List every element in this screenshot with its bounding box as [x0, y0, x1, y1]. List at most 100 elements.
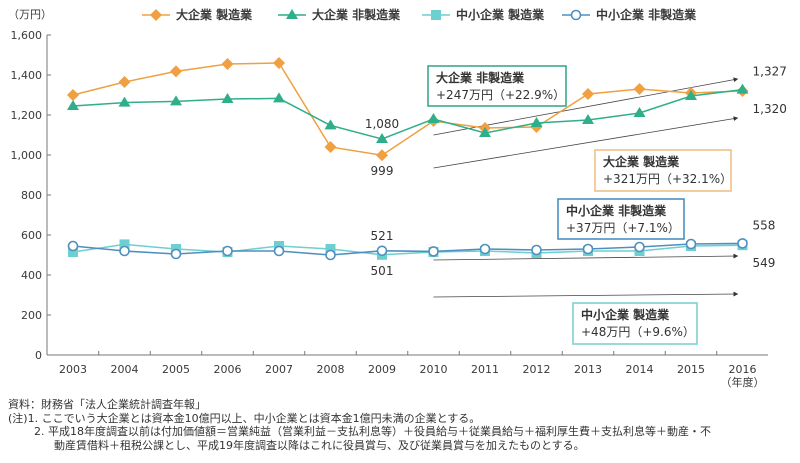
y-unit-label: （万円）	[8, 8, 52, 21]
data-point	[68, 247, 78, 257]
x-tick-label: 2014	[626, 363, 654, 376]
data-point	[119, 239, 130, 250]
x-tick-label: 2015	[677, 363, 705, 376]
series-line	[72, 62, 743, 156]
x-tick-label: 2010	[420, 363, 448, 376]
data-point	[170, 95, 182, 106]
y-tick-label: 1,400	[11, 69, 43, 82]
source-note: 資料：財務省「法人企業統計調査年報」	[8, 398, 206, 411]
data-point	[324, 141, 337, 153]
series-3	[67, 238, 748, 261]
data-point	[119, 245, 130, 257]
series-line	[72, 243, 743, 256]
series-line	[72, 242, 743, 256]
data-point	[376, 133, 388, 143]
trend-arrow	[433, 291, 739, 298]
annotations: 大企業 非製造業 +247万円（+22.9%） 大企業 製造業 +321万円（+32.…	[427, 65, 732, 345]
data-point	[634, 241, 645, 253]
x-tick-label: 2016	[729, 363, 757, 376]
data-point	[324, 119, 337, 130]
x-tick-label: 2012	[523, 363, 551, 376]
annotation-title: 中小企業 非製造業	[566, 203, 667, 218]
data-point	[427, 113, 440, 123]
annotation-box: 中小企業 非製造業 +37万円（+7.1%）	[557, 198, 685, 240]
data-label: 521	[371, 229, 394, 243]
data-point	[582, 88, 594, 100]
data-point	[221, 93, 234, 103]
legend-label: 中小企業 非製造業	[596, 7, 697, 22]
legend: 大企業 製造業 大企業 非製造業 中小企業 製造業 中小企業 非製造業	[142, 7, 697, 22]
legend-item: 大企業 非製造業	[278, 7, 401, 22]
x-tick-label: 2011	[471, 363, 499, 376]
data-point	[67, 100, 79, 110]
series-layer	[67, 57, 749, 261]
x-tick-label: 2006	[214, 363, 242, 376]
annotation-change: +48万円（+9.6%）	[581, 325, 695, 339]
data-point	[118, 76, 131, 88]
data-point	[633, 83, 646, 95]
data-point	[67, 89, 79, 101]
data-point	[479, 243, 491, 255]
data-point	[530, 117, 543, 127]
data-point	[67, 240, 79, 252]
legend-label: 大企業 非製造業	[312, 7, 401, 22]
notes: 資料：財務省「法人企業統計調査年報」 (注)1. ここでいう大企業とは資本金10…	[8, 398, 711, 452]
axes: 0 200 400 600 800 1,000 1,200 1,400 1,600 （万円） 200…	[8, 8, 768, 389]
data-label: 999	[371, 164, 394, 178]
data-point	[582, 114, 594, 124]
series-2	[68, 239, 748, 260]
data-point	[170, 65, 182, 78]
x-tick-label: 2009	[368, 363, 396, 376]
trend-arrow	[433, 116, 739, 169]
data-point	[325, 249, 336, 261]
legend-marker	[570, 9, 582, 21]
x-tick-label: 2008	[317, 363, 345, 376]
data-point	[685, 238, 697, 250]
note-2: 2. 平成18年度調査以前は付加価値額＝営業純益（営業利益－支払利息等）＋役員給…	[34, 425, 711, 438]
annotation-frame	[427, 65, 567, 107]
y-tick-label: 0	[35, 349, 42, 362]
data-point	[582, 243, 594, 255]
annotation-box: 大企業 製造業 +321万円（+32.1%）	[594, 149, 732, 192]
data-label: 501	[371, 264, 394, 278]
x-tick-label: 2003	[59, 363, 87, 376]
annotation-title: 大企業 製造業	[603, 154, 680, 169]
note-2-cont: 動産賃借料＋租税公課とし、平成19年度調査以降はこれに役員賞与、及び従業員賞与を…	[54, 438, 585, 452]
x-tick-label: 2007	[265, 363, 293, 376]
trend-arrow	[433, 253, 739, 261]
data-label: 1,320	[753, 102, 787, 116]
data-point	[737, 238, 748, 249]
x-tick-label: 2013	[574, 363, 602, 376]
annotation-change: +247万円（+22.9%）	[436, 88, 565, 102]
data-label: 558	[753, 218, 776, 232]
x-axis-unit-label: （年度）	[721, 375, 765, 389]
data-point	[633, 107, 646, 117]
series-0	[67, 57, 749, 162]
series-1	[67, 83, 749, 143]
data-point	[273, 245, 285, 257]
legend-item: 中小企業 非製造業	[562, 7, 697, 22]
data-point	[222, 245, 233, 257]
data-labels: 1,080 999 521 501 1,327 1,320 558 549	[365, 65, 787, 278]
data-label: 549	[753, 256, 776, 270]
data-point	[376, 245, 388, 257]
annotation-box: 大企業 非製造業 +247万円（+22.9%）	[427, 65, 567, 107]
data-point	[221, 58, 234, 70]
data-point	[479, 127, 491, 137]
legend-marker	[431, 10, 441, 20]
y-tick-label: 1,200	[11, 109, 43, 122]
legend-marker	[286, 9, 298, 19]
series-line	[72, 88, 743, 140]
data-point	[685, 90, 697, 100]
data-point	[428, 246, 439, 257]
y-tick-label: 1,000	[11, 149, 43, 162]
data-point	[736, 83, 749, 94]
data-point	[170, 248, 182, 260]
note-1: (注)1. ここでいう大企業とは資本金10億円以上、中小企業とは資本金1億円未満…	[8, 411, 481, 425]
line-chart: 0 200 400 600 800 1,000 1,200 1,400 1,600 （万円） 200…	[8, 7, 787, 389]
x-tick-label: 2004	[111, 363, 139, 376]
annotation-box: 中小企業 製造業 +48万円（+9.6%）	[572, 302, 698, 345]
annotation-frame	[557, 198, 685, 240]
y-tick-label: 800	[21, 189, 42, 202]
annotation-title: 中小企業 製造業	[581, 307, 670, 322]
